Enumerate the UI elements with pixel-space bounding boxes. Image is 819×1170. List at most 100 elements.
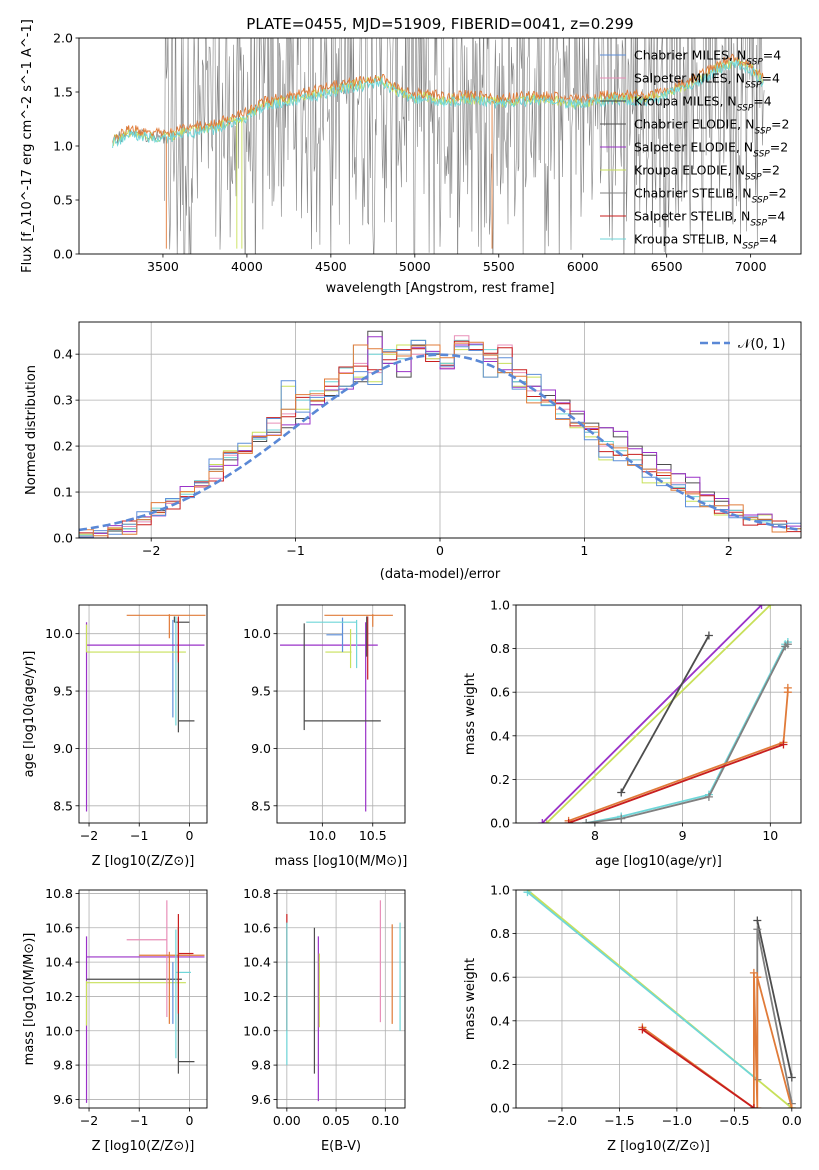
x-axis-label: Z [log10(Z/Z⊙)] bbox=[607, 1139, 710, 1154]
x-tick-label: −1 bbox=[130, 828, 148, 843]
weight-vs-metallicity-panel: −2.0 −1.5 −1.0 −0.5 0.0 0.0 0.2 0.4 0.6 0.8 1.0 Z [… bbox=[463, 883, 802, 1155]
y-tick-label: 0.2 bbox=[490, 772, 510, 787]
y-tick-label: 8.5 bbox=[53, 798, 73, 813]
weight-marker bbox=[779, 740, 788, 749]
legend-nssp: =4 bbox=[753, 94, 771, 109]
x-tick-label: 5000 bbox=[399, 259, 431, 274]
legend-entry: 𝒩(0, 1) bbox=[738, 337, 785, 352]
axes-frame bbox=[78, 321, 802, 539]
y-tick-label: 10.4 bbox=[45, 955, 73, 970]
x-axis-label: age [log10(age/yr)] bbox=[595, 854, 722, 869]
y-tick-label: 9.8 bbox=[53, 1058, 73, 1073]
axes-frame bbox=[78, 889, 208, 1109]
x-tick-label: −0.5 bbox=[719, 1113, 749, 1128]
legend-entry: Kroupa STELIB, NSSP=4 bbox=[634, 232, 777, 252]
plot-area bbox=[280, 614, 393, 812]
weight-marker bbox=[753, 916, 762, 925]
weight-line bbox=[526, 891, 758, 1081]
spectrum-model-line bbox=[112, 53, 764, 143]
y-tick-label: 10.8 bbox=[243, 886, 271, 901]
x-axis-label: Z [log10(Z/Z⊙)] bbox=[92, 854, 195, 869]
legend-nssp: =4 bbox=[762, 71, 780, 86]
legend-subscript: SSP bbox=[750, 219, 767, 229]
plot-area bbox=[85, 900, 205, 1103]
gaussian-curve bbox=[79, 353, 801, 532]
y-tick-label: 9.6 bbox=[251, 1092, 271, 1107]
y-tick-label: 0.3 bbox=[53, 393, 73, 408]
legend-subscript: SSP bbox=[746, 58, 763, 68]
legend-nssp: =2 bbox=[768, 186, 786, 201]
x-tick-label: 0.0 bbox=[782, 1113, 802, 1128]
y-tick-label: 10.2 bbox=[243, 989, 271, 1004]
x-tick-label: −2.0 bbox=[547, 1113, 577, 1128]
x-tick-label: 7000 bbox=[735, 259, 767, 274]
age-vs-metallicity-panel: −2 −1 0 8.5 9.0 9.5 10.0 Z [log10(Z/Z⊙)] age [lo… bbox=[22, 604, 208, 869]
x-tick-label: 6000 bbox=[567, 259, 599, 274]
x-tick-label: 8 bbox=[591, 828, 599, 843]
y-axis-label: mass weight bbox=[463, 673, 478, 755]
y-tick-label: 9.5 bbox=[53, 684, 73, 699]
weight-marker bbox=[704, 792, 713, 801]
weight-marker bbox=[787, 1073, 796, 1082]
y-tick-label: 10.0 bbox=[45, 626, 73, 641]
weight-marker bbox=[523, 890, 532, 897]
y-tick-label: 10.6 bbox=[243, 920, 271, 935]
x-tick-label: 10 bbox=[762, 828, 778, 843]
x-tick-label: 6500 bbox=[651, 259, 683, 274]
y-tick-label: 0.1 bbox=[53, 485, 73, 500]
legend-subscript: SSP bbox=[753, 150, 770, 160]
y-tick-label: 10.0 bbox=[243, 1023, 271, 1038]
x-tick-label: 0.10 bbox=[371, 1113, 399, 1128]
y-tick-label: 10.2 bbox=[45, 989, 73, 1004]
y-tick-label: 0.0 bbox=[490, 816, 510, 831]
weight-vs-age-panel: 8 9 10 0.0 0.2 0.4 0.6 0.8 1.0 age [log10(age/yr)… bbox=[463, 598, 802, 869]
y-axis-label: mass [log10(M/M⊙)] bbox=[22, 933, 37, 1066]
legend-subscript: SSP bbox=[752, 196, 769, 206]
axes-frame bbox=[515, 889, 802, 1109]
legend-entry: Chabrier STELIB, NSSP=2 bbox=[634, 186, 787, 206]
plot-area bbox=[523, 890, 796, 1108]
x-tick-label: −2 bbox=[80, 828, 98, 843]
weight-line bbox=[756, 920, 793, 1078]
x-tick-label: −1.0 bbox=[662, 1113, 692, 1128]
weight-line bbox=[586, 641, 789, 823]
weight-line bbox=[541, 605, 763, 823]
axes-frame bbox=[78, 37, 802, 255]
legend-entry: Salpeter STELIB, NSSP=4 bbox=[634, 209, 785, 229]
x-axis-label: Z [log10(Z/Z⊙)] bbox=[92, 1139, 195, 1154]
y-tick-label: 1.0 bbox=[490, 598, 510, 613]
x-tick-label: 3500 bbox=[147, 259, 179, 274]
weight-line bbox=[620, 635, 710, 793]
legend-nssp: =2 bbox=[762, 163, 780, 178]
weight-marker bbox=[638, 1025, 647, 1034]
y-tick-label: 0.0 bbox=[53, 247, 73, 262]
y-tick-label: 0.4 bbox=[490, 728, 510, 743]
axes-frame bbox=[276, 604, 406, 824]
histogram-step bbox=[79, 339, 801, 538]
y-tick-label: 1.0 bbox=[53, 139, 73, 154]
x-tick-label: −1 bbox=[130, 1113, 148, 1128]
x-tick-label: −1.5 bbox=[604, 1113, 634, 1128]
plot-area bbox=[79, 330, 801, 538]
y-tick-label: 0.6 bbox=[490, 970, 510, 985]
legend-subscript: SSP bbox=[745, 173, 762, 183]
weight-marker bbox=[617, 788, 626, 797]
y-tick-label: 10.0 bbox=[45, 1023, 73, 1038]
y-tick-label: 0.6 bbox=[490, 685, 510, 700]
y-tick-label: 0.4 bbox=[53, 347, 73, 362]
x-axis-label: (data-model)/error bbox=[380, 567, 501, 582]
weight-marker bbox=[766, 605, 775, 609]
y-tick-label: 10.8 bbox=[45, 886, 73, 901]
y-axis-label: mass weight bbox=[463, 958, 478, 1040]
weight-marker bbox=[753, 925, 762, 934]
age-vs-mass-panel: 10.0 10.5 8.5 9.0 9.5 10.0 mass [log10(M/M⊙)] bbox=[243, 604, 407, 869]
weight-marker bbox=[783, 640, 792, 649]
legend-subscript: SSP bbox=[742, 242, 759, 252]
spectrum-panel: PLATE=0455, MJD=51909, FIBERID=0041, z=0… bbox=[20, 15, 802, 296]
y-tick-label: 0.2 bbox=[53, 439, 73, 454]
y-tick-label: 0.0 bbox=[490, 1101, 510, 1116]
y-axis-label: Flux [f_λ10^-17 erg cm^-2 s^-1 A^-1] bbox=[20, 19, 35, 273]
weight-line bbox=[568, 743, 784, 823]
